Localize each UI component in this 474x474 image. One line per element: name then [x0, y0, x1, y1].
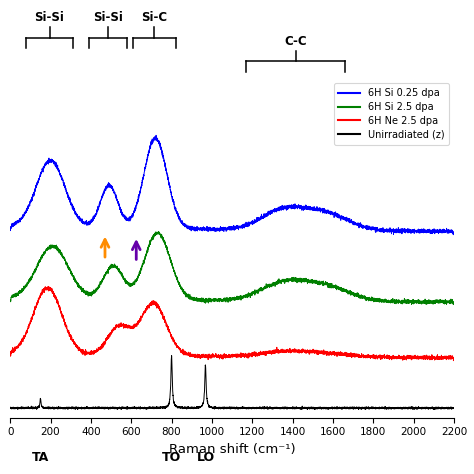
Unirradiated (z) — [169, 353, 174, 358]
Legend: 6H Si 0.25 dpa, 6H Si 2.5 dpa, 6H Ne 2.5 dpa, Unirradiated (z): 6H Si 0.25 dpa, 6H Si 2.5 dpa, 6H Ne 2.5… — [334, 83, 449, 145]
6H Si 2.5 dpa — [24, 283, 29, 288]
Unirradiated (z) — [431, 407, 437, 412]
6H Si 2.5 dpa — [450, 302, 456, 308]
6H Si 0.25 dpa — [157, 140, 163, 146]
6H Ne 2.5 dpa — [171, 338, 177, 344]
6H Si 2.5 dpa — [451, 300, 457, 306]
6H Si 2.5 dpa — [114, 263, 120, 269]
Text: Si-Si: Si-Si — [35, 11, 64, 24]
6H Ne 2.5 dpa — [451, 358, 456, 364]
6H Si 0.25 dpa — [153, 132, 159, 138]
6H Si 0.25 dpa — [17, 218, 22, 224]
6H Si 0.25 dpa — [100, 193, 105, 199]
Unirradiated (z) — [100, 405, 105, 410]
6H Si 0.25 dpa — [451, 229, 457, 235]
Text: TA: TA — [32, 451, 49, 465]
Line: 6H Ne 2.5 dpa: 6H Ne 2.5 dpa — [10, 286, 454, 361]
6H Ne 2.5 dpa — [46, 283, 51, 289]
6H Si 0.25 dpa — [451, 232, 456, 237]
Unirradiated (z) — [8, 405, 13, 410]
6H Ne 2.5 dpa — [17, 341, 22, 347]
Line: 6H Si 0.25 dpa: 6H Si 0.25 dpa — [10, 135, 454, 235]
6H Si 0.25 dpa — [24, 207, 29, 213]
6H Ne 2.5 dpa — [114, 324, 120, 330]
Unirradiated (z) — [17, 405, 22, 411]
Unirradiated (z) — [451, 405, 457, 410]
6H Si 2.5 dpa — [8, 299, 13, 305]
Unirradiated (z) — [24, 406, 29, 411]
Line: 6H Si 2.5 dpa: 6H Si 2.5 dpa — [10, 231, 454, 305]
6H Si 0.25 dpa — [114, 197, 120, 203]
Text: TO: TO — [162, 451, 181, 465]
Text: LO: LO — [196, 451, 215, 465]
6H Si 2.5 dpa — [17, 291, 22, 296]
Unirradiated (z) — [157, 405, 163, 410]
6H Ne 2.5 dpa — [100, 342, 105, 347]
Unirradiated (z) — [114, 405, 120, 411]
6H Si 2.5 dpa — [171, 268, 177, 273]
6H Si 0.25 dpa — [8, 227, 13, 233]
6H Ne 2.5 dpa — [157, 306, 163, 312]
Text: Si-Si: Si-Si — [93, 11, 123, 24]
6H Si 2.5 dpa — [157, 231, 163, 237]
6H Si 0.25 dpa — [171, 202, 177, 208]
6H Ne 2.5 dpa — [451, 356, 457, 361]
Line: Unirradiated (z): Unirradiated (z) — [10, 356, 454, 410]
6H Si 2.5 dpa — [100, 277, 105, 283]
X-axis label: Raman shift (cm⁻¹): Raman shift (cm⁻¹) — [169, 443, 295, 456]
Unirradiated (z) — [171, 400, 177, 406]
Text: C-C: C-C — [284, 36, 307, 48]
6H Ne 2.5 dpa — [24, 329, 29, 335]
Text: Si-C: Si-C — [141, 11, 167, 24]
6H Ne 2.5 dpa — [8, 353, 13, 359]
6H Si 2.5 dpa — [156, 228, 162, 234]
